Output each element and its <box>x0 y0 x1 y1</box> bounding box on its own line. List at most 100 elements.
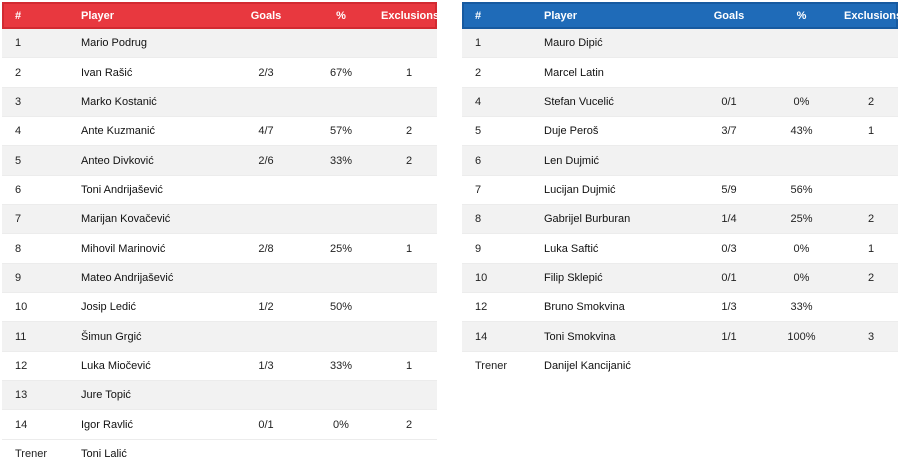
player-name[interactable]: Jure Topić <box>81 380 231 411</box>
player-name[interactable]: Josip Ledić <box>81 292 231 323</box>
player-exclusions: 2 <box>381 409 437 440</box>
player-number: 4 <box>462 87 544 118</box>
player-percent: 33% <box>301 145 381 176</box>
player-number: 7 <box>2 204 81 235</box>
player-goals: 1/1 <box>699 321 759 352</box>
coach-label: Trener <box>462 351 544 381</box>
player-row: 11 Šimun Grgić <box>2 321 437 352</box>
player-goals <box>231 87 301 118</box>
player-name[interactable]: Marko Kostanić <box>81 87 231 118</box>
player-name[interactable]: Bruno Smokvina <box>544 292 699 323</box>
player-name[interactable]: Šimun Grgić <box>81 321 231 352</box>
player-exclusions <box>381 29 437 59</box>
player-exclusions <box>381 175 437 206</box>
column-header-number[interactable]: # <box>475 9 482 22</box>
player-name[interactable]: Duje Peroš <box>544 116 699 147</box>
player-number: 2 <box>462 57 544 88</box>
away-team-table: # Player Goals % Exclusions 1 Mauro Dipić… <box>462 2 900 381</box>
player-goals: 2/8 <box>231 233 301 264</box>
column-header-player[interactable]: Player <box>81 9 115 22</box>
player-percent: 33% <box>759 292 844 323</box>
player-name[interactable]: Mateo Andrijašević <box>81 263 231 294</box>
player-goals <box>699 145 759 176</box>
player-row: 4 Stefan Vucelić 0/1 0% 2 <box>462 87 898 118</box>
player-number: 6 <box>2 175 81 206</box>
player-number: 3 <box>2 87 81 118</box>
column-header-percent[interactable]: % <box>796 9 807 22</box>
player-name[interactable]: Toni Andrijašević <box>81 175 231 206</box>
player-row: 1 Mario Podrug <box>2 29 437 59</box>
player-exclusions <box>844 292 898 323</box>
player-name[interactable]: Stefan Vucelić <box>544 87 699 118</box>
player-name[interactable]: Lucijan Dujmić <box>544 175 699 206</box>
player-goals: 1/3 <box>231 351 301 382</box>
player-row: 6 Toni Andrijašević <box>2 175 437 206</box>
player-name[interactable]: Ivan Rašić <box>81 57 231 88</box>
player-number: 11 <box>2 321 81 352</box>
home-team-table: # Player Goals % Exclusions 1 Mario Podru… <box>2 2 440 468</box>
player-name[interactable]: Anteo Divković <box>81 145 231 176</box>
player-goals: 3/7 <box>699 116 759 147</box>
player-name[interactable]: Gabrijel Burburan <box>544 204 699 235</box>
player-name[interactable]: Len Dujmić <box>544 145 699 176</box>
player-percent: 50% <box>301 292 381 323</box>
player-name[interactable]: Luka Miočević <box>81 351 231 382</box>
player-exclusions <box>381 263 437 294</box>
player-number: 5 <box>2 145 81 176</box>
coach-row-spacer <box>699 351 898 381</box>
player-goals: 1/2 <box>231 292 301 323</box>
player-name[interactable]: Marcel Latin <box>544 57 699 88</box>
player-goals: 4/7 <box>231 116 301 147</box>
player-exclusions <box>381 292 437 323</box>
coach-name[interactable]: Danijel Kancijanić <box>544 351 699 381</box>
player-name[interactable]: Ante Kuzmanić <box>81 116 231 147</box>
column-header-exclusions[interactable]: Exclusions <box>844 9 900 22</box>
player-percent <box>759 29 844 59</box>
player-goals: 2/6 <box>231 145 301 176</box>
player-goals <box>231 175 301 206</box>
player-goals: 2/3 <box>231 57 301 88</box>
column-header-goals[interactable]: Goals <box>250 9 282 22</box>
column-header-goals[interactable]: Goals <box>713 9 745 22</box>
coach-name[interactable]: Toni Lalić <box>81 439 231 468</box>
player-name[interactable]: Luka Saftić <box>544 233 699 264</box>
player-exclusions: 2 <box>844 263 898 294</box>
player-percent <box>301 175 381 206</box>
player-exclusions: 2 <box>381 145 437 176</box>
player-row: 10 Josip Ledić 1/2 50% <box>2 292 437 323</box>
player-goals: 0/1 <box>699 87 759 118</box>
player-goals <box>699 29 759 59</box>
player-exclusions <box>844 29 898 59</box>
player-exclusions: 1 <box>381 57 437 88</box>
player-percent <box>301 380 381 411</box>
player-name[interactable]: Filip Sklepić <box>544 263 699 294</box>
player-name[interactable]: Toni Smokvina <box>544 321 699 352</box>
player-name[interactable]: Igor Ravlić <box>81 409 231 440</box>
player-row: 2 Marcel Latin <box>462 57 898 88</box>
player-number: 13 <box>2 380 81 411</box>
column-header-exclusions[interactable]: Exclusions <box>381 9 440 22</box>
player-number: 1 <box>2 29 81 59</box>
player-name[interactable]: Marijan Kovačević <box>81 204 231 235</box>
coach-row: Trener Toni Lalić <box>2 439 437 468</box>
player-percent: 33% <box>301 351 381 382</box>
home-team-rows: 1 Mario Podrug 2 Ivan Rašić 2/3 67% 1 3 Marko Ko… <box>2 29 437 468</box>
player-percent: 0% <box>759 263 844 294</box>
column-header-percent[interactable]: % <box>336 9 346 22</box>
column-header-number[interactable]: # <box>15 9 22 22</box>
table-header: # Player Goals % Exclusions <box>2 2 440 29</box>
player-number: 5 <box>462 116 544 147</box>
player-goals <box>231 321 301 352</box>
player-name[interactable]: Mario Podrug <box>81 29 231 59</box>
player-name[interactable]: Mauro Dipić <box>544 29 699 59</box>
player-row: 13 Jure Topić <box>2 380 437 411</box>
player-goals <box>231 380 301 411</box>
player-goals <box>231 204 301 235</box>
player-name[interactable]: Mihovil Marinović <box>81 233 231 264</box>
player-number: 8 <box>462 204 544 235</box>
column-header-player[interactable]: Player <box>544 9 578 22</box>
player-row: 7 Marijan Kovačević <box>2 204 437 235</box>
player-percent: 0% <box>759 87 844 118</box>
player-percent: 25% <box>301 233 381 264</box>
player-percent: 67% <box>301 57 381 88</box>
